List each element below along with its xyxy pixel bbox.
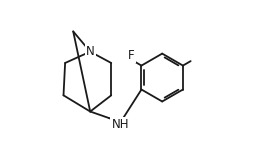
Text: F: F xyxy=(128,49,135,62)
Text: N: N xyxy=(86,45,95,58)
Text: NH: NH xyxy=(111,118,129,131)
